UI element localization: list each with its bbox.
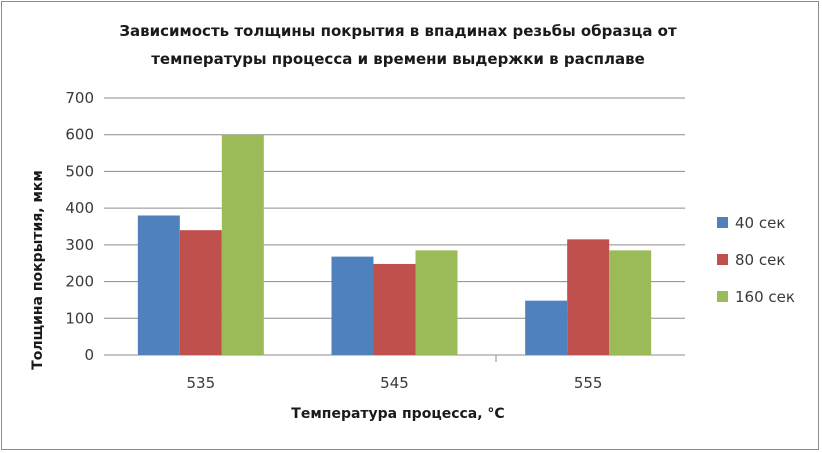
y-tick-label: 500 [65,162,94,180]
x-tick-label: 535 [187,374,216,392]
bar-80-сек-555 [567,239,610,355]
y-tick-label: 300 [65,236,94,254]
y-tick-label: 100 [65,309,94,327]
y-tick-label: 700 [65,89,94,107]
x-tick-label: 555 [574,374,603,392]
bar-40-сек-535 [137,215,180,355]
y-tick-label: 600 [65,126,94,144]
y-axis-label: Толщина покрытия, мкм [30,170,46,370]
y-tick-label: 0 [84,346,94,364]
chart-title-line-2: температуры процесса и времени выдержки … [151,50,645,68]
y-tick-label: 400 [65,199,94,217]
bar-160-сек-555 [609,250,652,355]
legend-swatch [717,291,728,302]
bars [137,134,652,355]
y-axis-ticks: 0 100 200 300 400 500 600 700 [65,89,94,364]
bar-160-сек-545 [415,250,458,355]
legend-label: 80 сек [735,251,785,269]
bar-80-сек-545 [373,263,416,355]
legend-label: 160 сек [735,288,795,306]
bar-40-сек-555 [525,300,568,355]
bar-80-сек-535 [179,230,222,355]
legend-swatch [717,254,728,265]
x-axis-label: Температура процесса, °С [291,406,504,422]
legend: 40 сек 80 сек 160 сек [717,214,795,306]
chart-title-line-1: Зависимость толщины покрытия в впадинах … [119,22,677,40]
bar-40-сек-545 [331,256,374,355]
legend-label: 40 сек [735,214,785,232]
bar-160-сек-535 [221,134,264,355]
y-tick-label: 200 [65,273,94,291]
x-axis-ticks: 535 545 555 [187,374,603,392]
legend-swatch [717,217,728,228]
x-tick-label: 545 [380,374,409,392]
